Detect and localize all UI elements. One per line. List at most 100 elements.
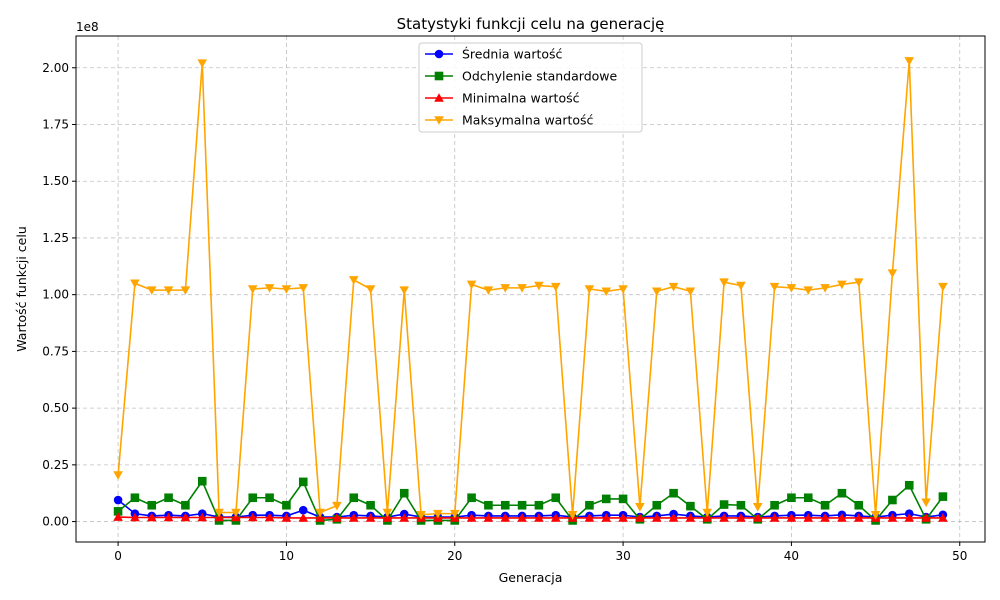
data-point xyxy=(449,509,460,519)
data-point xyxy=(752,503,763,512)
data-point xyxy=(854,500,864,510)
data-point xyxy=(332,513,342,522)
data-point xyxy=(130,493,140,503)
data-point xyxy=(904,513,915,522)
data-point xyxy=(820,284,830,293)
data-point xyxy=(736,281,746,291)
data-point xyxy=(163,512,174,522)
data-point xyxy=(348,513,359,522)
data-point xyxy=(786,513,797,522)
data-point xyxy=(382,513,393,522)
data-point xyxy=(719,278,729,287)
data-point xyxy=(214,508,224,518)
data-point xyxy=(416,510,426,520)
data-point xyxy=(113,495,123,505)
data-point xyxy=(399,513,410,522)
data-point xyxy=(938,513,948,522)
y-axis-label: Wartość funkcji celu xyxy=(14,226,29,352)
legend-item: Odchylenie standardowe xyxy=(425,69,618,84)
data-point xyxy=(467,493,476,503)
legend-item: Średnia wartość xyxy=(425,47,563,62)
data-point xyxy=(938,282,948,292)
x-tick-label: 40 xyxy=(784,549,799,563)
data-point xyxy=(349,493,359,503)
plot-frame xyxy=(75,35,986,543)
x-tick-label: 10 xyxy=(279,549,294,563)
data-point xyxy=(483,513,494,522)
data-point xyxy=(837,488,847,498)
ticks: 0 10 20 30 40 50 0.00 0.25 0.50 0.75 1.00 1.25 1.50 1… xyxy=(42,61,967,563)
data-point xyxy=(770,500,779,510)
data-point xyxy=(618,285,628,294)
data-point xyxy=(786,284,797,293)
data-point xyxy=(736,513,746,522)
data-point xyxy=(130,279,140,289)
data-point xyxy=(298,284,309,293)
legend-swatch-marker xyxy=(434,49,444,59)
data-point xyxy=(298,477,308,487)
data-point xyxy=(752,513,763,522)
data-point xyxy=(685,287,696,297)
data-point xyxy=(534,500,544,510)
data-point xyxy=(551,493,561,503)
data-point xyxy=(197,59,208,69)
y-tick-label: 2.00 xyxy=(42,61,69,75)
data-point xyxy=(399,488,409,498)
data-point xyxy=(366,500,375,510)
data-point xyxy=(635,513,645,522)
data-point xyxy=(887,513,898,522)
y-tick-label: 1.50 xyxy=(42,174,69,188)
data-point xyxy=(550,282,561,292)
data-point xyxy=(264,284,275,293)
data-point xyxy=(719,513,729,522)
data-point xyxy=(365,513,376,522)
data-point xyxy=(399,286,410,295)
data-point xyxy=(820,500,830,510)
legend-label: Odchylenie standardowe xyxy=(462,69,618,84)
data-point xyxy=(837,513,847,522)
data-point xyxy=(332,501,342,511)
data-point xyxy=(500,513,511,522)
data-point xyxy=(248,493,258,503)
data-point xyxy=(686,501,695,511)
data-point xyxy=(197,476,207,486)
data-point xyxy=(618,494,628,504)
y-tick-label: 0.75 xyxy=(42,344,69,358)
data-point xyxy=(635,503,645,512)
x-axis-label: Generacja xyxy=(499,570,563,585)
data-point xyxy=(803,513,814,522)
data-point xyxy=(113,507,123,516)
legend-swatch-marker xyxy=(434,71,444,81)
data-point xyxy=(820,513,830,522)
legend-label: Maksymalna wartość xyxy=(462,113,594,128)
data-point xyxy=(163,286,174,295)
data-point xyxy=(534,513,544,522)
data-point xyxy=(197,512,208,522)
data-point xyxy=(247,285,258,294)
legend-label: Średnia wartość xyxy=(462,47,563,62)
data-point xyxy=(803,286,814,295)
data-point xyxy=(130,512,140,522)
data-point xyxy=(904,57,915,66)
data-point xyxy=(618,513,628,522)
data-point xyxy=(147,500,157,510)
data-point xyxy=(382,508,393,518)
x-tick-label: 30 xyxy=(615,549,630,563)
data-point xyxy=(651,513,662,522)
data-point xyxy=(484,500,493,510)
data-point xyxy=(500,500,510,510)
chart-title: Statystyki funkcji celu na generację xyxy=(397,15,665,33)
data-point xyxy=(787,493,796,503)
data-point xyxy=(567,510,578,520)
data-point xyxy=(921,498,931,508)
data-point xyxy=(769,282,780,292)
legend-item: Minimalna wartość xyxy=(425,91,580,106)
data-point xyxy=(702,508,713,518)
data-point xyxy=(164,493,173,503)
data-point xyxy=(483,286,494,295)
data-point xyxy=(146,286,157,295)
y-tick-label: 1.75 xyxy=(42,117,69,131)
data-point xyxy=(365,285,376,294)
data-point xyxy=(517,513,527,522)
